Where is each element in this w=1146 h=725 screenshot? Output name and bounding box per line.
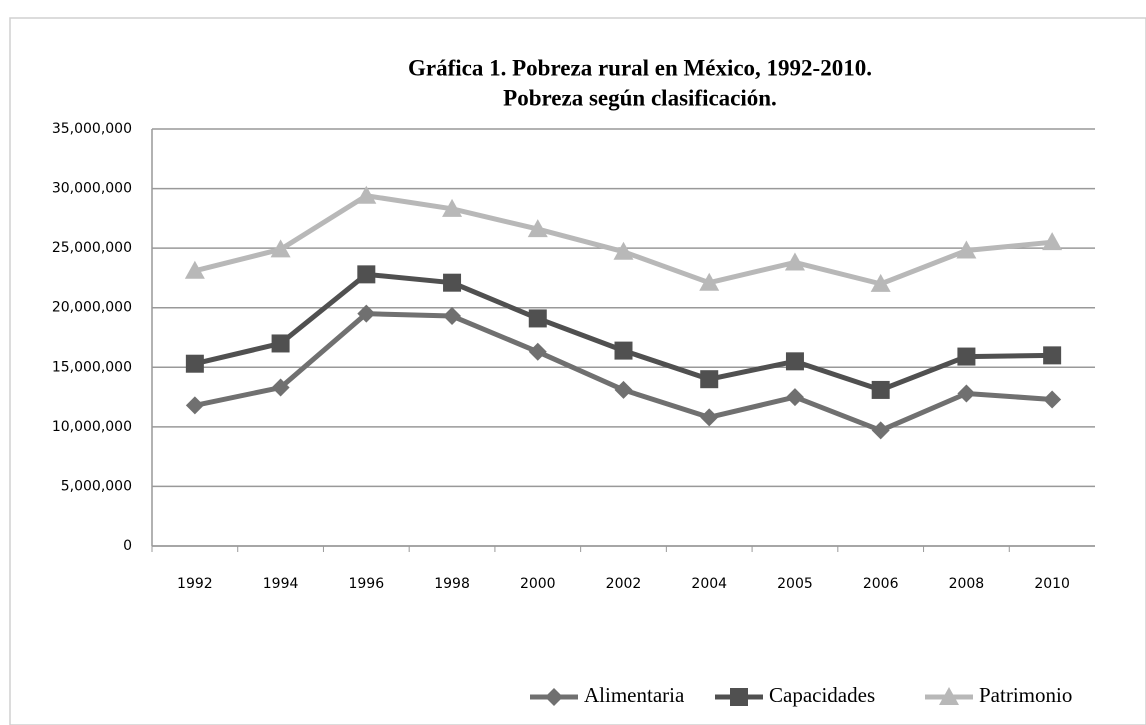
y-tick-label: 25,000,000 [52,240,132,256]
data-point [270,239,291,258]
x-tick-label: 1996 [348,576,384,592]
data-point [785,352,804,371]
data-point [614,380,633,399]
x-tick-label: 2004 [691,576,727,592]
data-point [700,370,719,389]
data-point [357,265,376,284]
chart-subtitle: Pobreza según clasificación. [503,85,777,110]
y-tick-label: 10,000,000 [52,419,132,435]
data-point [442,198,463,217]
x-tick-label: 2008 [949,576,985,592]
data-point [184,260,205,279]
data-point [357,304,376,323]
legend-swatch-marker [939,687,959,705]
legend-label: Capacidades [769,683,875,707]
data-point [527,219,548,238]
data-point [528,309,547,328]
x-tick-label: 2002 [606,576,642,592]
data-point [271,334,290,353]
chart-title: Gráfica 1. Pobreza rural en México, 1992… [408,55,872,80]
x-tick-label: 2000 [520,576,556,592]
data-point [870,273,891,292]
y-tick-label: 35,000,000 [52,121,132,137]
y-tick-label: 15,000,000 [52,359,132,375]
data-point [700,408,719,427]
x-tick-label: 2010 [1034,576,1070,592]
data-point [784,252,805,271]
data-point [871,421,890,440]
y-tick-label: 5,000,000 [61,478,132,494]
x-tick-label: 1994 [263,576,299,592]
data-point [785,388,804,407]
x-tick-label: 2005 [777,576,813,592]
x-tick-label: 1998 [434,576,470,592]
y-tick-label: 30,000,000 [52,181,132,197]
legend-swatch-marker [545,688,563,706]
data-point [185,354,204,373]
data-point [613,241,634,260]
data-point [871,380,890,399]
data-point [443,307,462,326]
data-point [957,347,976,366]
data-point [443,273,462,292]
x-tick-label: 1992 [177,576,213,592]
data-point [528,342,547,361]
x-tick-label: 2006 [863,576,899,592]
data-point [957,384,976,403]
legend-swatch-marker [730,688,748,706]
data-point [271,378,290,397]
legend-label: Patrimonio [979,683,1072,707]
y-tick-label: 0 [123,538,132,554]
data-point [185,396,204,415]
data-point [614,341,633,360]
y-tick-label: 20,000,000 [52,300,132,316]
legend-label: Alimentaria [584,683,685,707]
data-point [699,272,720,291]
data-point [956,240,977,259]
data-point [1042,232,1063,251]
data-point [1043,390,1062,409]
data-point [1043,346,1062,365]
data-point [356,185,377,204]
